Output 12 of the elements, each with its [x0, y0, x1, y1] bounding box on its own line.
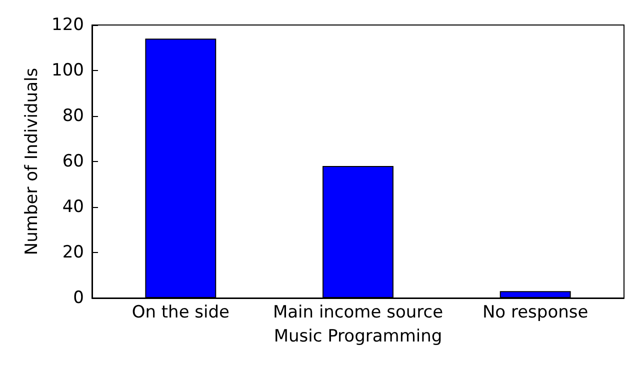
y-axis-title: Number of Individuals [22, 68, 42, 256]
y-tick-label: 100 [52, 60, 84, 80]
y-tick-label: 0 [73, 288, 84, 308]
y-tick-label: 80 [62, 106, 84, 126]
y-tick-label: 120 [52, 15, 84, 35]
x-tick-label: On the side [132, 302, 230, 322]
y-tick-label: 40 [62, 197, 84, 217]
y-tick-label: 20 [62, 242, 84, 262]
x-tick-label: No response [482, 302, 588, 322]
x-tick-label: Main income source [272, 302, 444, 322]
y-tick-label: 60 [62, 152, 84, 172]
x-axis-title: Music Programming [274, 326, 442, 346]
